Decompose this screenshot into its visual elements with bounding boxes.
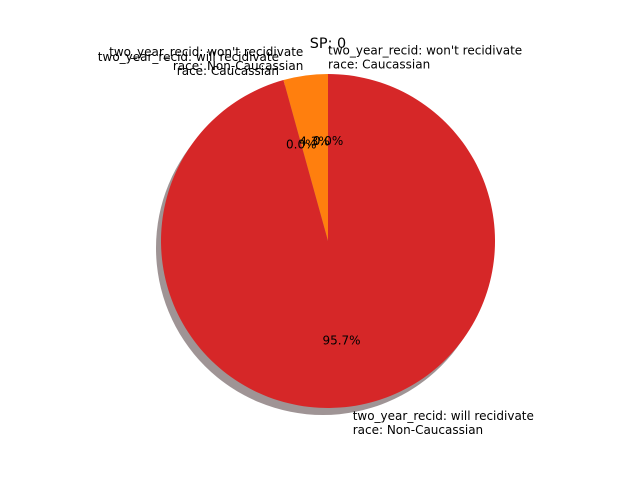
pie-slice-label-3: two_year_recid: will recidivate race: Non… — [353, 409, 534, 437]
pie-slice-label-line2: race: Caucassian — [328, 57, 430, 71]
pie-slice-label-line2: race: Non-Caucassian — [353, 423, 483, 437]
pie-percent-label-1: 4.3% — [299, 135, 330, 149]
chart-title: SP: 0 — [310, 36, 346, 52]
pie-slice-label-line1: two_year_recid: won't recidivate — [328, 43, 522, 57]
pie-slice-label-line2: race: Non-Caucassian — [173, 59, 303, 73]
pie-slice-3 — [161, 73, 496, 408]
pie-slice-1 — [283, 74, 328, 241]
pie-slice-label-line1: two_year_recid: won't recidivate — [109, 45, 303, 59]
pie-percent-label-0: 0.0% — [313, 134, 344, 148]
pie-slices — [161, 73, 496, 408]
pie-percent-labels: 0.0%4.3%0.0% 95.7% — [286, 134, 361, 347]
pie-slice-labels: two_year_recid: won't recidivate race: Ca… — [98, 43, 534, 437]
pie-percent-label-3: 95.7% — [322, 333, 360, 347]
pie-slice-label-0: two_year_recid: won't recidivate race: Ca… — [328, 43, 522, 71]
pie-slice-label-1: two_year_recid: won't recidivate race: No… — [109, 45, 303, 73]
pie-slice-label-line2: race: Caucassian — [177, 64, 279, 78]
pie-slice-label-2: two_year_recid: will recidivate race: Cau… — [98, 50, 279, 78]
pie-slice-label-line1: two_year_recid: will recidivate — [98, 50, 279, 64]
pie-slice-label-line1: two_year_recid: will recidivate — [353, 409, 534, 423]
pie-percent-label-2: 0.0% — [286, 137, 317, 151]
